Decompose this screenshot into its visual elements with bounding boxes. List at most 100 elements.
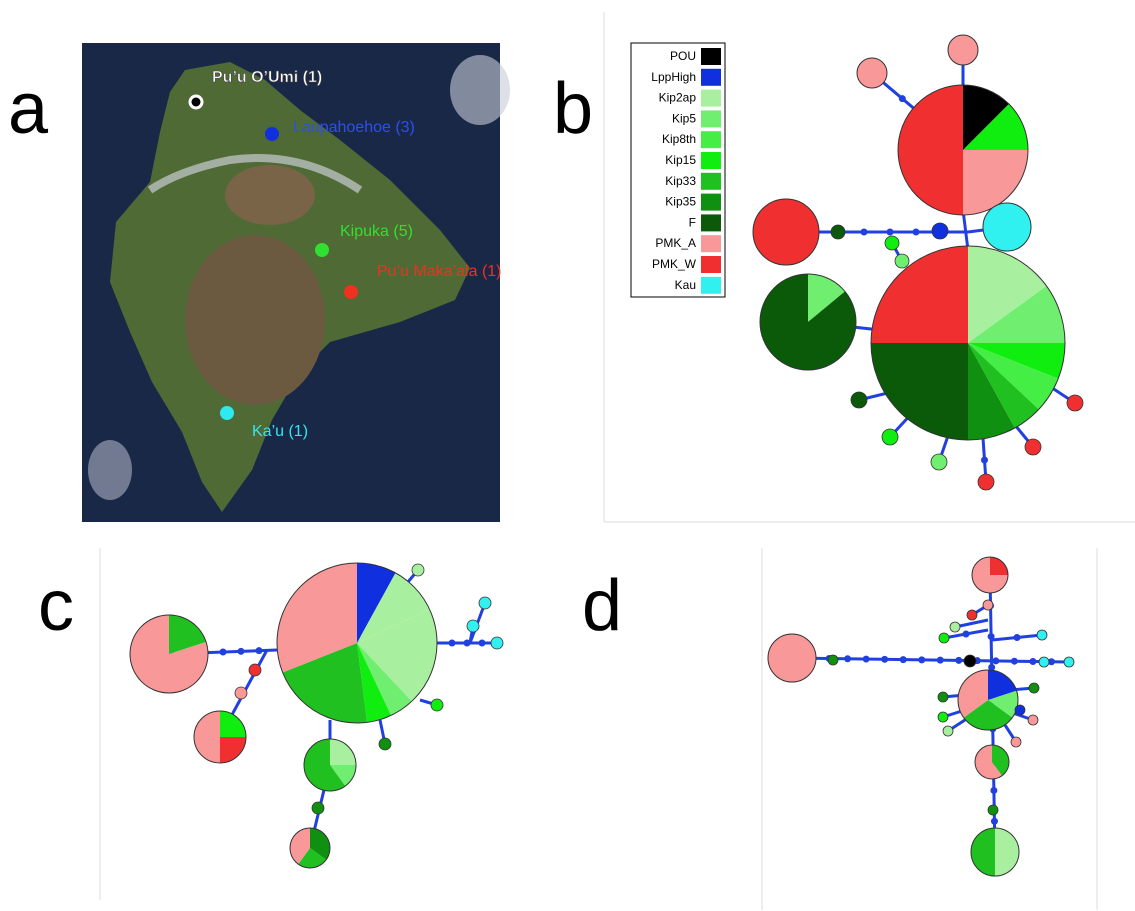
legend-label: Kip5 — [672, 111, 696, 125]
cloud — [88, 440, 132, 500]
mutation-dot — [256, 647, 263, 654]
mutation-dot — [479, 640, 486, 647]
legend-swatch — [701, 194, 721, 211]
haplotype-node — [828, 655, 838, 665]
legend-label: LppHigh — [651, 70, 696, 84]
volcano — [185, 235, 325, 405]
haplotype-node — [1028, 715, 1038, 725]
haplotype-pie — [130, 615, 208, 693]
haplotype-node — [939, 633, 949, 643]
mutation-dot — [1029, 658, 1036, 665]
volcano — [225, 165, 315, 225]
haplotype-node — [895, 254, 909, 268]
cloud — [450, 55, 510, 125]
legend-label: Kip2ap — [659, 91, 697, 105]
site-dot — [265, 127, 279, 141]
haplotype-pie — [975, 745, 1009, 779]
haplotype-node — [988, 805, 998, 815]
pie-slice — [971, 828, 995, 876]
map-label: Pu’u Maka’ala (1) — [377, 263, 502, 280]
legend-swatch — [701, 173, 721, 190]
haplotype-pie — [304, 739, 356, 791]
haplotype-node — [235, 687, 247, 699]
haplotype-node — [938, 692, 948, 702]
panel-letter: b — [553, 69, 593, 149]
haplotype-node — [943, 726, 953, 736]
mutation-dot — [887, 229, 894, 236]
haplotype-node — [851, 392, 867, 408]
map-label: Pu’u O’Umi (1) — [212, 69, 322, 86]
pie-slice — [194, 711, 220, 763]
mutation-dot — [861, 229, 868, 236]
mutation-dot — [899, 95, 906, 102]
panel-letter: d — [582, 566, 622, 646]
figure: a b c d Pu’u O’Umi (1) Laupahoehoe (3) Kip… — [0, 0, 1135, 911]
panel-letter: a — [8, 69, 49, 149]
haplotype-pie — [277, 563, 437, 723]
legend-swatch — [701, 235, 721, 252]
map-label: Laupahoehoe (3) — [293, 119, 415, 136]
haplotype-pie — [768, 634, 816, 682]
mutation-dot — [844, 655, 851, 662]
haplotype-node — [885, 236, 899, 250]
haplotype-pie — [948, 35, 978, 65]
mutation-dot — [992, 657, 999, 664]
legend-swatch — [701, 48, 721, 65]
haplotype-node — [431, 699, 443, 711]
haplotype-pie — [972, 557, 1008, 593]
mutation-dot — [881, 656, 888, 663]
site-dot — [220, 406, 234, 420]
haplotype-node — [1037, 630, 1047, 640]
haplotype-node — [882, 429, 898, 445]
haplotype-node — [931, 454, 947, 470]
map-label: Ka’u (1) — [252, 423, 308, 440]
legend-label: F — [689, 215, 696, 229]
mutation-dot — [963, 631, 970, 638]
mutation-dot — [900, 656, 907, 663]
haplotype-node — [312, 802, 324, 814]
mutation-dot — [918, 656, 925, 663]
haplotype-node — [967, 610, 977, 620]
mutation-dot — [955, 657, 962, 664]
map-label: Kipuka (5) — [340, 223, 413, 240]
haplotype-pie — [958, 670, 1018, 730]
mutation-dot — [449, 640, 456, 647]
haplotype-node — [1064, 657, 1074, 667]
haplotype-node — [491, 637, 503, 649]
haplotype-node — [950, 622, 960, 632]
legend-label: Kau — [675, 278, 696, 292]
pie-slice — [871, 246, 968, 343]
legend-label: Kip15 — [665, 153, 696, 167]
legend-label: PMK_A — [655, 236, 696, 250]
haplotype-node — [467, 620, 479, 632]
legend-swatch — [701, 256, 721, 273]
haplotype-node — [479, 597, 491, 609]
legend-label: Kip8th — [662, 132, 696, 146]
edge — [963, 210, 968, 250]
mutation-dot — [238, 648, 245, 655]
panel-letter: c — [38, 566, 74, 646]
haplotype-node — [1067, 395, 1083, 411]
legend-swatch — [701, 214, 721, 231]
legend-label: Kip35 — [665, 195, 696, 209]
mutation-dot — [220, 649, 227, 656]
legend-swatch — [701, 277, 721, 294]
site-dot — [315, 243, 329, 257]
haplotype-node — [831, 225, 845, 239]
haplotype-node — [249, 664, 261, 676]
haplotype-pie — [753, 199, 819, 265]
haplotype-pie — [857, 58, 887, 88]
pie-slice — [995, 828, 1019, 876]
mutation-dot — [937, 657, 944, 664]
haplotype-node — [964, 655, 976, 667]
mutation-dot — [1011, 658, 1018, 665]
haplotype-pie — [898, 85, 1028, 215]
site-dot — [190, 96, 202, 108]
haplotype-node — [978, 474, 994, 490]
legend-swatch — [701, 131, 721, 148]
haplotype-node — [1015, 705, 1025, 715]
mutation-dot — [991, 818, 998, 825]
haplotype-pie — [290, 828, 330, 868]
haplotype-node — [412, 564, 424, 576]
mutation-dot — [981, 457, 988, 464]
